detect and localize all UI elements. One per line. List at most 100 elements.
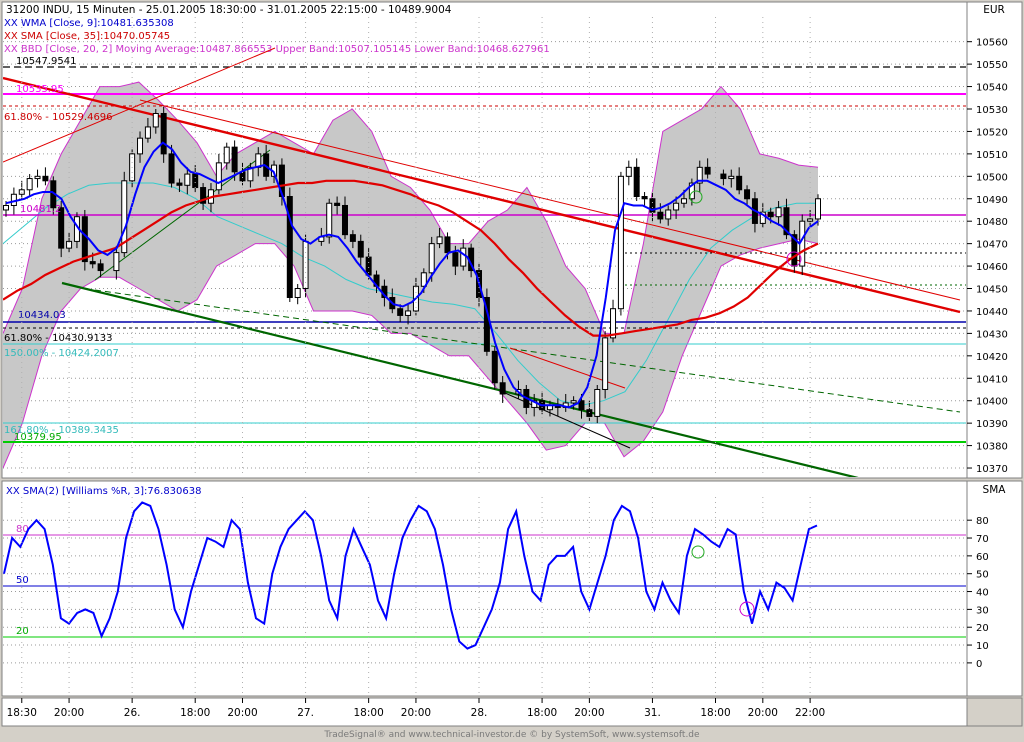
candle-body [66,240,73,249]
label-blue-level: 10434.03 [18,310,66,321]
green-channel-line [94,289,961,413]
candle-body [349,234,356,242]
indicator-tick-label: 70 [976,534,989,545]
candle-body [58,207,65,249]
candle [483,288,490,356]
time-tick-label: 18:00 [354,707,384,719]
price-tick-label: 10470 [976,240,1008,251]
candle-body [152,112,159,128]
candle [625,160,632,186]
label-fib-61-8-low: 61.80% - 10430.9133 [4,333,113,344]
green-downtrend-line [61,281,859,477]
time-tick-label: 28. [471,707,488,719]
candle-body [633,166,640,198]
candle-body [286,196,293,298]
candle-body [326,202,333,238]
candle-body [815,198,821,220]
candle-body [625,166,632,177]
indicator-axis-ticks: 0 10 20 30 40 50 60 70 80 [967,516,989,670]
candle-body [26,178,33,191]
candle [3,201,9,217]
candle [160,106,167,163]
candle [397,304,404,323]
candle [326,198,333,244]
candle-body [744,189,751,200]
candle-body [491,350,498,384]
indicator-title: XX SMA(2) [Williams %R, 3]:76.830638 [6,486,202,497]
candle-body [736,175,743,191]
candle [704,158,711,179]
price-tick-label: 10430 [976,329,1008,340]
candle-body [334,202,341,206]
candle [26,174,33,197]
level-80-label: 80 [16,524,29,535]
label-fib-161-8: 161.80% - 10389.3435 [4,425,119,436]
signal-marker-magenta [786,251,802,267]
time-tick-label: 18:00 [527,707,557,719]
price-tick-label: 10550 [976,60,1008,71]
candle [570,396,577,410]
candle [341,196,348,240]
candle-body [578,400,585,411]
candle [594,385,601,424]
candle-body [680,198,687,204]
price-tick-label: 10500 [976,172,1008,183]
indicator-panel [1,480,968,697]
candle [168,144,175,188]
candle-body [641,196,648,200]
candle [144,117,151,143]
candle-body [728,175,735,180]
indicator-tick-label: 60 [976,552,989,563]
time-tick-label: 18:00 [180,707,210,719]
indicator-marker-magenta [739,601,755,617]
indicator-tick-label: 30 [976,605,989,616]
candle-body [436,236,443,245]
candle-body [397,308,404,316]
price-tick-label: 10390 [976,419,1008,430]
candle-body [121,180,128,254]
time-tick-label: 20:00 [574,707,604,719]
candle [436,227,443,249]
candle [775,201,782,226]
candle [176,178,183,193]
price-plot [3,47,966,477]
candle-body [137,137,144,155]
price-tick-label: 10490 [976,195,1008,206]
candle [744,185,751,206]
time-tick-label: 31. [644,707,661,719]
williams-r-sma-line [3,501,818,650]
price-tick-label: 10380 [976,442,1008,453]
candle-body [231,146,238,173]
price-axis-ticks: 10370 10380 10390 10400 10410 10420 10430 10440… [967,38,1008,475]
candle-body [247,166,254,182]
candle [215,153,222,195]
axis-currency-label: EUR [983,4,1005,16]
candle [405,304,412,325]
label-current: 10481.2 [20,204,61,215]
candle-body [200,187,207,204]
candle-body [460,247,467,267]
candle-body [357,240,364,258]
candle-body [160,112,167,155]
indicator-axis-label: SMA [983,484,1007,496]
candle [665,205,672,226]
label-fib-61-8-top: 61.80% - 10529.4696 [4,112,113,123]
candle-body [499,382,506,395]
candle [696,160,703,193]
candle-body [3,204,9,211]
candle [499,376,506,403]
price-tick-label: 10370 [976,464,1008,475]
label-high: 10547.9541 [16,56,76,67]
candle [728,169,735,188]
candle [34,169,41,188]
price-tick-label: 10510 [976,150,1008,161]
indicator-grid [3,519,966,664]
time-tick-label: 18:00 [700,707,730,719]
candle [334,196,341,215]
candle [97,259,104,278]
candle-body [807,218,814,222]
candle-body [176,182,183,186]
candle-body [192,173,199,189]
candle-body [444,236,451,254]
